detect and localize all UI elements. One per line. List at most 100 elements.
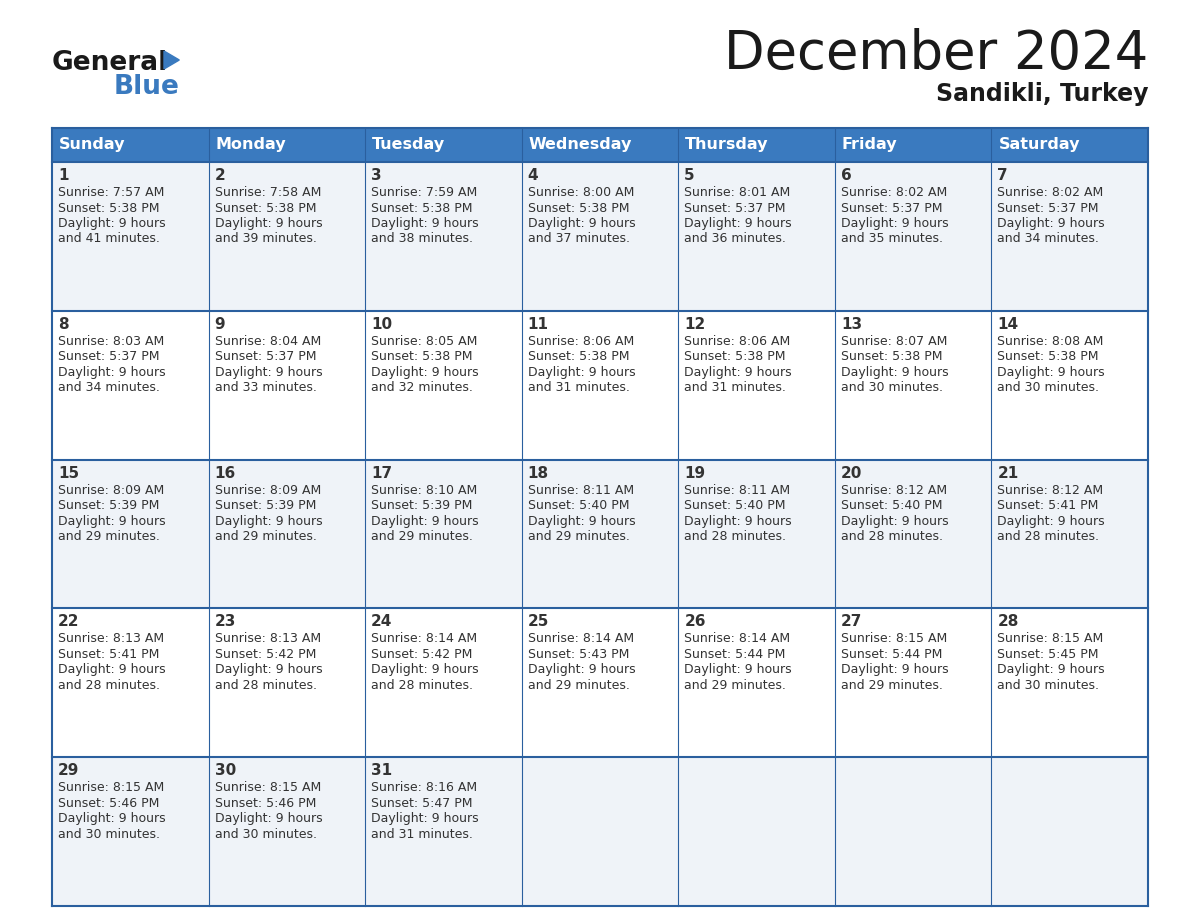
Bar xyxy=(992,609,1148,757)
Bar xyxy=(52,162,209,311)
Text: and 29 minutes.: and 29 minutes. xyxy=(371,530,473,543)
Text: Sunset: 5:39 PM: Sunset: 5:39 PM xyxy=(58,499,159,512)
Text: and 29 minutes.: and 29 minutes. xyxy=(527,679,630,692)
Text: Sunset: 5:47 PM: Sunset: 5:47 PM xyxy=(371,797,473,810)
Text: Daylight: 9 hours: Daylight: 9 hours xyxy=(215,812,322,825)
Text: and 28 minutes.: and 28 minutes. xyxy=(841,530,943,543)
Bar xyxy=(835,311,992,460)
Bar xyxy=(678,311,835,460)
Text: Daylight: 9 hours: Daylight: 9 hours xyxy=(684,365,792,379)
Text: 5: 5 xyxy=(684,168,695,183)
Text: Sunrise: 8:02 AM: Sunrise: 8:02 AM xyxy=(841,186,947,199)
Text: 16: 16 xyxy=(215,465,236,481)
Text: 4: 4 xyxy=(527,168,538,183)
Text: and 30 minutes.: and 30 minutes. xyxy=(215,828,316,841)
Text: Sunset: 5:37 PM: Sunset: 5:37 PM xyxy=(841,201,942,215)
Text: Daylight: 9 hours: Daylight: 9 hours xyxy=(841,365,948,379)
Text: Sunset: 5:44 PM: Sunset: 5:44 PM xyxy=(684,648,785,661)
Bar xyxy=(52,311,209,460)
Text: and 31 minutes.: and 31 minutes. xyxy=(527,381,630,395)
Text: Sunset: 5:44 PM: Sunset: 5:44 PM xyxy=(841,648,942,661)
Text: and 28 minutes.: and 28 minutes. xyxy=(684,530,786,543)
Bar xyxy=(678,460,835,609)
Text: 29: 29 xyxy=(58,763,80,778)
Bar xyxy=(835,609,992,757)
Text: and 31 minutes.: and 31 minutes. xyxy=(371,828,473,841)
Text: 8: 8 xyxy=(58,317,69,331)
Bar xyxy=(678,128,835,162)
Bar xyxy=(992,128,1148,162)
Bar xyxy=(209,128,365,162)
Text: 13: 13 xyxy=(841,317,862,331)
Bar xyxy=(209,757,365,906)
Text: Sunrise: 8:05 AM: Sunrise: 8:05 AM xyxy=(371,335,478,348)
Bar xyxy=(835,162,992,311)
Text: Daylight: 9 hours: Daylight: 9 hours xyxy=(371,365,479,379)
Text: Sunrise: 8:03 AM: Sunrise: 8:03 AM xyxy=(58,335,164,348)
Text: Sunset: 5:38 PM: Sunset: 5:38 PM xyxy=(998,351,1099,364)
Text: Sunrise: 7:59 AM: Sunrise: 7:59 AM xyxy=(371,186,478,199)
Text: Daylight: 9 hours: Daylight: 9 hours xyxy=(684,664,792,677)
Text: 14: 14 xyxy=(998,317,1018,331)
Text: and 37 minutes.: and 37 minutes. xyxy=(527,232,630,245)
Text: Sunrise: 8:15 AM: Sunrise: 8:15 AM xyxy=(841,633,947,645)
Text: Daylight: 9 hours: Daylight: 9 hours xyxy=(527,217,636,230)
Text: Daylight: 9 hours: Daylight: 9 hours xyxy=(58,515,165,528)
Text: and 34 minutes.: and 34 minutes. xyxy=(58,381,160,395)
Text: Blue: Blue xyxy=(114,74,179,100)
Text: Wednesday: Wednesday xyxy=(529,138,632,152)
Bar xyxy=(835,128,992,162)
Text: 28: 28 xyxy=(998,614,1019,630)
Text: Sunset: 5:37 PM: Sunset: 5:37 PM xyxy=(215,351,316,364)
Bar xyxy=(678,609,835,757)
Text: Daylight: 9 hours: Daylight: 9 hours xyxy=(998,365,1105,379)
Text: Sunrise: 8:11 AM: Sunrise: 8:11 AM xyxy=(527,484,634,497)
Bar xyxy=(678,162,835,311)
Bar xyxy=(522,162,678,311)
Text: 31: 31 xyxy=(371,763,392,778)
Text: Sunrise: 8:12 AM: Sunrise: 8:12 AM xyxy=(998,484,1104,497)
Text: Sunrise: 8:06 AM: Sunrise: 8:06 AM xyxy=(527,335,634,348)
Text: Sunset: 5:40 PM: Sunset: 5:40 PM xyxy=(527,499,630,512)
Text: 27: 27 xyxy=(841,614,862,630)
Text: Sunset: 5:38 PM: Sunset: 5:38 PM xyxy=(371,351,473,364)
Text: Sunrise: 8:09 AM: Sunrise: 8:09 AM xyxy=(58,484,164,497)
Text: Daylight: 9 hours: Daylight: 9 hours xyxy=(998,664,1105,677)
Text: 25: 25 xyxy=(527,614,549,630)
Text: and 29 minutes.: and 29 minutes. xyxy=(684,679,786,692)
Text: and 29 minutes.: and 29 minutes. xyxy=(215,530,316,543)
Text: Friday: Friday xyxy=(842,138,897,152)
Text: Sunset: 5:38 PM: Sunset: 5:38 PM xyxy=(841,351,942,364)
Text: Sunrise: 8:16 AM: Sunrise: 8:16 AM xyxy=(371,781,478,794)
Text: Sunrise: 8:00 AM: Sunrise: 8:00 AM xyxy=(527,186,634,199)
Bar xyxy=(52,757,209,906)
Text: Sunset: 5:37 PM: Sunset: 5:37 PM xyxy=(684,201,785,215)
Text: Daylight: 9 hours: Daylight: 9 hours xyxy=(841,217,948,230)
Text: Sunrise: 8:07 AM: Sunrise: 8:07 AM xyxy=(841,335,947,348)
Text: Daylight: 9 hours: Daylight: 9 hours xyxy=(371,812,479,825)
Text: Sunrise: 8:15 AM: Sunrise: 8:15 AM xyxy=(58,781,164,794)
Text: Sunset: 5:40 PM: Sunset: 5:40 PM xyxy=(684,499,785,512)
Text: Sunset: 5:42 PM: Sunset: 5:42 PM xyxy=(215,648,316,661)
Bar xyxy=(522,460,678,609)
Text: Sunrise: 8:14 AM: Sunrise: 8:14 AM xyxy=(527,633,634,645)
Bar xyxy=(992,757,1148,906)
Text: 19: 19 xyxy=(684,465,706,481)
Text: Daylight: 9 hours: Daylight: 9 hours xyxy=(841,515,948,528)
Text: Daylight: 9 hours: Daylight: 9 hours xyxy=(215,365,322,379)
Text: and 34 minutes.: and 34 minutes. xyxy=(998,232,1099,245)
Text: and 31 minutes.: and 31 minutes. xyxy=(684,381,786,395)
Text: Daylight: 9 hours: Daylight: 9 hours xyxy=(215,217,322,230)
Bar xyxy=(365,162,522,311)
Text: Sunrise: 8:13 AM: Sunrise: 8:13 AM xyxy=(58,633,164,645)
Text: 9: 9 xyxy=(215,317,226,331)
Text: Daylight: 9 hours: Daylight: 9 hours xyxy=(527,664,636,677)
Text: Daylight: 9 hours: Daylight: 9 hours xyxy=(58,217,165,230)
Text: and 38 minutes.: and 38 minutes. xyxy=(371,232,473,245)
Text: Sunset: 5:46 PM: Sunset: 5:46 PM xyxy=(215,797,316,810)
Bar xyxy=(522,757,678,906)
Text: Sunset: 5:45 PM: Sunset: 5:45 PM xyxy=(998,648,1099,661)
Text: Sunrise: 8:02 AM: Sunrise: 8:02 AM xyxy=(998,186,1104,199)
Text: Daylight: 9 hours: Daylight: 9 hours xyxy=(371,217,479,230)
Text: Daylight: 9 hours: Daylight: 9 hours xyxy=(684,217,792,230)
